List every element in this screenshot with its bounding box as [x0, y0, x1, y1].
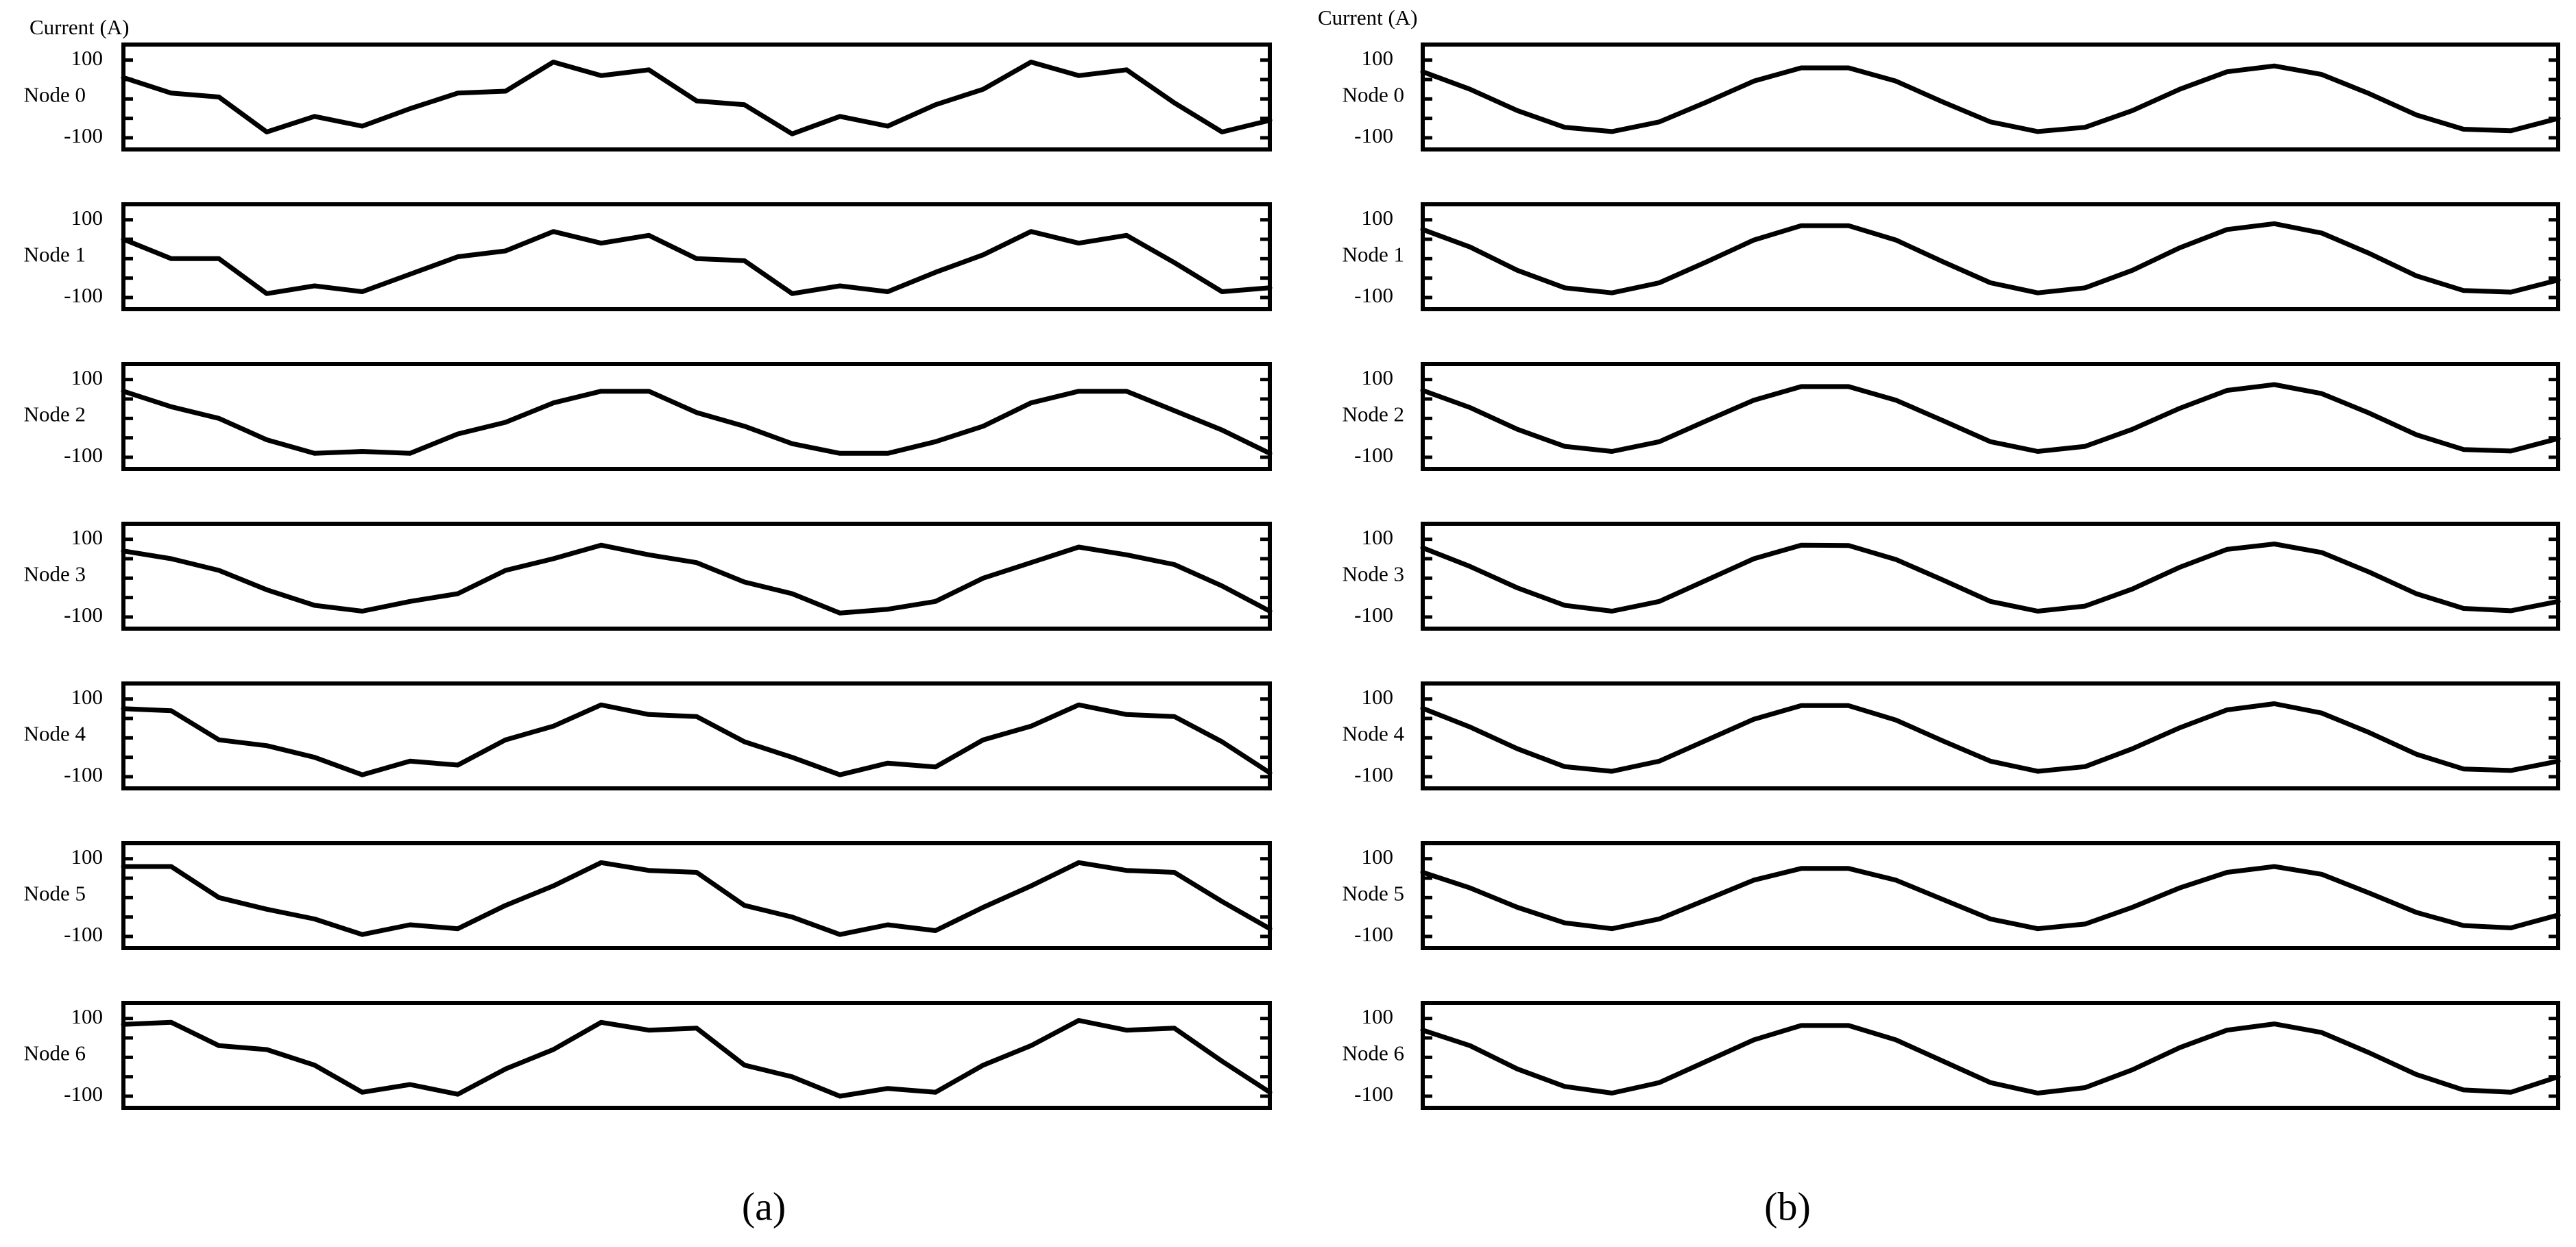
node-label: Node 1 — [1343, 243, 1404, 267]
current-line — [1420, 1021, 2561, 1095]
current-line — [1420, 701, 2561, 774]
node-label: Node 2 — [1343, 402, 1404, 426]
node-label: Node 2 — [24, 402, 86, 426]
node-label: Node 4 — [1343, 722, 1405, 746]
plot-frame — [1421, 1001, 2560, 1110]
y-tick-label: -100 — [64, 283, 103, 307]
y-tick-label: 100 — [71, 525, 104, 549]
y-tick-label: -100 — [1354, 922, 1393, 946]
current-line — [121, 229, 1273, 296]
plot-frame — [1421, 681, 2560, 790]
caption: (b) — [1764, 1184, 1811, 1228]
node-label: Node 0 — [24, 83, 86, 107]
node-label: Node 5 — [24, 882, 86, 906]
plot-frame — [121, 362, 1272, 471]
plot-frame — [121, 522, 1272, 631]
y-tick-label: -100 — [1354, 123, 1393, 147]
plot-frame — [1421, 43, 2560, 152]
node-label: Node 3 — [24, 562, 86, 586]
plot-frame — [121, 202, 1272, 311]
current-line — [121, 60, 1273, 136]
node-label: Node 1 — [24, 243, 86, 267]
y-axis-title: Current (A) — [29, 15, 129, 39]
current-line — [1420, 382, 2561, 454]
y-tick-label: -100 — [64, 443, 103, 467]
y-tick-label: 100 — [71, 1004, 104, 1028]
y-tick-label: 100 — [1362, 525, 1394, 549]
current-line — [1420, 542, 2561, 614]
current-line — [121, 389, 1273, 456]
y-tick-label: 100 — [71, 365, 104, 389]
current-line — [121, 860, 1273, 937]
plot-frame — [121, 681, 1272, 790]
node-label: Node 6 — [1343, 1041, 1404, 1065]
y-tick-label: -100 — [64, 603, 103, 627]
y-tick-label: -100 — [1354, 603, 1393, 627]
plot-frame — [121, 1001, 1272, 1110]
y-tick-label: -100 — [64, 762, 103, 786]
y-axis-title: Current (A) — [1318, 5, 1417, 29]
y-tick-label: -100 — [1354, 1082, 1393, 1106]
y-tick-label: 100 — [1362, 685, 1394, 709]
y-tick-label: 100 — [71, 46, 104, 70]
y-tick-label: -100 — [1354, 762, 1393, 786]
y-tick-label: 100 — [1362, 365, 1394, 389]
y-tick-label: 100 — [71, 685, 104, 709]
caption: (a) — [742, 1184, 786, 1228]
plot-frame — [121, 43, 1272, 152]
current-line — [1420, 221, 2561, 295]
current-line — [121, 702, 1273, 777]
current-line — [121, 542, 1273, 616]
y-tick-label: -100 — [1354, 283, 1393, 307]
y-tick-label: 100 — [1362, 1004, 1394, 1028]
plot-frame — [1421, 522, 2560, 631]
node-label: Node 6 — [24, 1041, 86, 1065]
y-tick-label: -100 — [64, 1082, 103, 1106]
current-line — [121, 1018, 1273, 1099]
y-tick-label: 100 — [71, 206, 104, 230]
node-label: Node 4 — [24, 722, 86, 746]
y-tick-label: 100 — [1362, 206, 1394, 230]
plot-frame — [1421, 841, 2560, 950]
plot-frame — [121, 841, 1272, 950]
y-tick-label: 100 — [1362, 845, 1394, 869]
plot-frame — [1421, 202, 2560, 311]
node-label: Node 5 — [1343, 882, 1404, 906]
y-tick-label: 100 — [71, 845, 104, 869]
node-label: Node 0 — [1343, 83, 1404, 107]
y-tick-label: -100 — [64, 123, 103, 147]
plot-frame — [1421, 362, 2560, 471]
node-label: Node 3 — [1343, 562, 1404, 586]
current-line — [1420, 864, 2561, 932]
y-tick-label: 100 — [1362, 46, 1394, 70]
y-tick-label: -100 — [1354, 443, 1393, 467]
y-tick-label: -100 — [64, 922, 103, 946]
current-line — [1420, 63, 2561, 134]
